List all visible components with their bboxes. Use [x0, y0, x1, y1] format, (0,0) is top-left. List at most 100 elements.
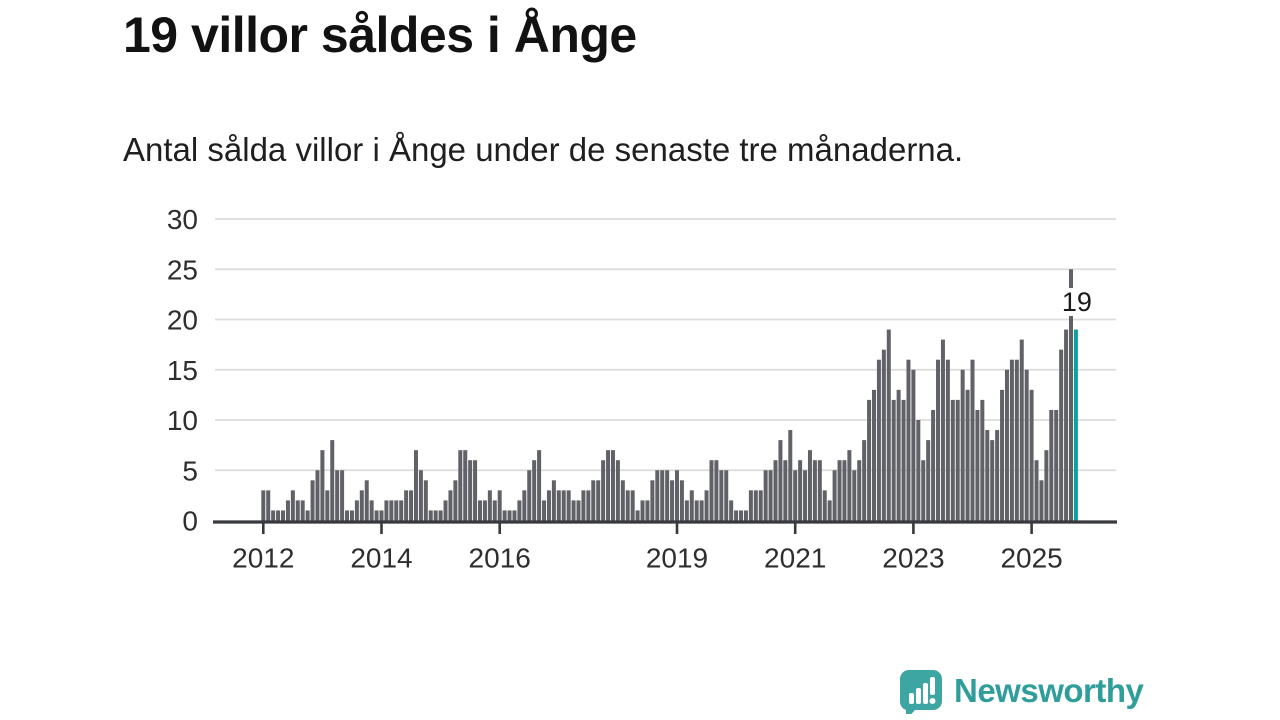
bar-month-4: [281, 510, 285, 521]
bar-month-137: [936, 359, 941, 521]
bar-month-13: [325, 490, 330, 521]
bar-month-110: [803, 470, 808, 521]
y-axis-label-30: 30: [167, 204, 198, 235]
bar-month-32: [418, 470, 423, 521]
bar-month-111: [807, 450, 812, 521]
bar-month-9: [305, 510, 310, 521]
bar-latest-highlight: [1073, 329, 1078, 521]
bar-month-99: [748, 490, 753, 521]
bar-month-20: [359, 490, 364, 521]
bar-month-46: [487, 490, 492, 521]
bar-month-133: [916, 420, 921, 521]
bar-month-136: [931, 409, 936, 521]
bar-month-120: [852, 470, 857, 521]
bar-month-104: [773, 460, 778, 521]
bar-month-141: [955, 399, 960, 521]
bar-month-143: [965, 389, 970, 521]
bar-month-21: [364, 480, 369, 521]
bar-month-35: [433, 510, 438, 521]
x-axis-label-2016: 2016: [469, 543, 531, 574]
bar-month-48: [497, 490, 502, 521]
bar-month-24: [379, 510, 384, 521]
bar-month-79: [650, 480, 655, 521]
bar-month-109: [798, 460, 803, 521]
bar-month-97: [739, 510, 744, 521]
bar-month-122: [862, 440, 867, 521]
bar-month-132: [911, 369, 916, 521]
bar-month-151: [1004, 369, 1009, 521]
bar-month-25: [384, 500, 389, 521]
bar-month-53: [522, 490, 527, 521]
bar-month-75: [630, 490, 635, 521]
bar-month-63: [571, 500, 576, 521]
bar-month-0: [261, 490, 266, 521]
bar-month-5: [285, 500, 290, 521]
bar-month-123: [867, 399, 872, 521]
bar-month-16: [340, 470, 345, 521]
bar-month-146: [980, 399, 985, 521]
bar-month-135: [926, 440, 931, 521]
bar-month-102: [763, 470, 768, 521]
bar-month-6: [290, 490, 295, 521]
bar-month-83: [670, 480, 675, 521]
bar-month-116: [832, 470, 837, 521]
bar-month-112: [812, 460, 817, 521]
bar-month-33: [423, 480, 428, 521]
bar-month-39: [453, 480, 458, 521]
bar-month-129: [896, 389, 901, 521]
bar-month-67: [591, 480, 596, 521]
bar-month-149: [995, 430, 1000, 521]
bar-month-164: [1069, 269, 1073, 521]
x-axis-label-2019: 2019: [646, 543, 708, 574]
brand-name: Newsworthy: [954, 672, 1144, 709]
bar-month-144: [970, 359, 975, 521]
bar-month-150: [1000, 389, 1005, 521]
bar-month-105: [778, 440, 783, 521]
bar-month-89: [699, 500, 704, 521]
bar-month-14: [330, 440, 335, 521]
bar-month-147: [985, 430, 990, 521]
y-axis-label-20: 20: [167, 305, 198, 336]
y-axis-label-5: 5: [182, 455, 198, 486]
bar-month-152: [1009, 359, 1014, 521]
bar-month-36: [438, 510, 443, 521]
bar-month-30: [409, 490, 414, 521]
bar-month-148: [990, 440, 995, 521]
chart-subtitle: Antal sålda villor i Ånge under de senas…: [123, 131, 964, 168]
bar-month-42: [468, 460, 473, 521]
x-axis-label-2025: 2025: [1000, 543, 1062, 574]
bar-month-86: [684, 500, 689, 521]
bar-month-103: [768, 470, 773, 521]
bar-month-126: [881, 349, 886, 521]
bar-month-59: [551, 480, 556, 521]
bar-month-115: [827, 500, 832, 521]
bar-month-87: [689, 490, 694, 521]
bar-month-52: [517, 500, 522, 521]
bar-month-140: [950, 399, 955, 521]
bar-month-73: [620, 480, 625, 521]
annotation-halo: [1057, 288, 1096, 316]
bar-month-54: [527, 470, 532, 521]
bar-month-56: [537, 450, 542, 521]
bar-month-84: [675, 470, 679, 521]
bar-month-41: [463, 450, 468, 521]
bar-month-113: [817, 460, 822, 521]
bar-month-76: [635, 510, 640, 521]
bar-month-22: [369, 500, 374, 521]
bar-month-61: [561, 490, 566, 521]
bar-month-45: [482, 500, 487, 521]
bar-month-130: [901, 399, 906, 521]
bar-month-78: [645, 500, 650, 521]
bar-month-154: [1019, 339, 1024, 521]
bar-month-158: [1039, 480, 1044, 521]
bar-month-44: [478, 500, 482, 521]
bar-month-80: [655, 470, 660, 521]
bar-month-131: [906, 359, 911, 521]
bar-month-37: [443, 500, 448, 521]
bar-month-15: [335, 470, 340, 521]
bar-month-98: [743, 510, 748, 521]
bar-month-92: [714, 460, 719, 521]
bar-month-128: [891, 399, 896, 521]
bar-month-145: [975, 409, 980, 521]
bar-month-47: [492, 500, 497, 521]
